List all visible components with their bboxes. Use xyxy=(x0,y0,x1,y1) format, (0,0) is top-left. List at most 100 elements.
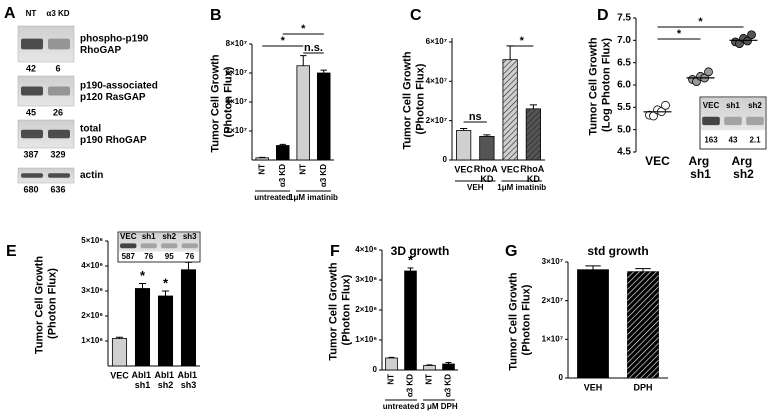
bar xyxy=(404,270,417,371)
blot-value: 45 xyxy=(26,107,36,117)
y-tick-label: 2×10⁷ xyxy=(226,126,247,135)
x-tick-label: RhoA KD xyxy=(474,164,500,184)
inset-band xyxy=(140,243,157,249)
y-tick-label: 0 xyxy=(373,365,378,374)
error-bar xyxy=(161,290,170,296)
x-tick-label: VEC xyxy=(501,164,520,174)
group-label: 3 μM DPH xyxy=(420,402,458,411)
point xyxy=(704,67,713,77)
bar xyxy=(479,135,495,161)
group-label: VEH xyxy=(467,183,484,192)
x-tick-label: α3 KD xyxy=(319,164,328,187)
y-tick-label: 5×10⁶ xyxy=(81,236,103,245)
inset-value: 2.1 xyxy=(749,135,761,144)
blot-value: 680 xyxy=(23,184,38,194)
blot-band xyxy=(48,173,70,178)
blot-band xyxy=(48,38,70,50)
inset-value: 76 xyxy=(185,252,194,261)
y-tick-label: 4×10⁶ xyxy=(81,261,103,270)
annotation: n.s. xyxy=(304,42,323,54)
blot-value: 6 xyxy=(55,63,60,73)
bar xyxy=(157,295,174,367)
group-label: 1μM imatinib xyxy=(289,193,338,202)
annotation: * xyxy=(281,35,286,47)
inset-lane-label: sh2 xyxy=(748,101,762,110)
lane-label: NT xyxy=(26,9,37,18)
error-bar xyxy=(320,69,327,73)
inset-lane-label: sh1 xyxy=(142,232,156,241)
bar xyxy=(255,157,270,161)
panel-label: E xyxy=(6,243,17,260)
blot-value: 329 xyxy=(50,149,65,159)
error-bar xyxy=(279,143,286,146)
panel-label: C xyxy=(410,7,422,24)
bar xyxy=(180,269,197,367)
x-tick-label: Arg sh1 xyxy=(689,154,713,181)
blot-band xyxy=(21,129,43,139)
y-tick-label: 7.0 xyxy=(617,35,631,46)
y-tick-label: 6×10⁷ xyxy=(226,68,247,77)
y-axis-label: Tumor Cell Growth (Photon Flux) xyxy=(33,253,58,354)
blot-band xyxy=(21,86,43,96)
blot-value: 636 xyxy=(50,184,65,194)
bar xyxy=(316,72,331,161)
y-tick-label: 0 xyxy=(443,155,448,164)
y-tick-label: 1×10⁶ xyxy=(81,336,103,345)
x-tick-label: DPH xyxy=(633,382,652,392)
blot-band xyxy=(21,38,43,50)
y-tick-label: 4×10⁷ xyxy=(426,76,447,85)
bar xyxy=(577,269,609,379)
y-tick-label: 6.0 xyxy=(617,80,631,91)
y-tick-label: 2×10⁶ xyxy=(355,305,377,314)
y-tick-label: 6×10⁷ xyxy=(426,37,447,46)
error-bar xyxy=(460,128,468,131)
inset-lane-label: sh3 xyxy=(183,232,197,241)
y-tick-label: 4×10⁷ xyxy=(226,97,247,106)
error-bar xyxy=(184,261,193,270)
bar-hatch xyxy=(502,59,518,161)
y-tick-label: 3×10⁷ xyxy=(542,257,563,266)
x-tick-label: VEH xyxy=(584,382,603,392)
bar-hatch xyxy=(526,108,541,160)
inset-band xyxy=(702,116,720,126)
x-tick-label: α3 KD xyxy=(278,164,287,187)
bar-hatch xyxy=(627,271,659,378)
y-tick-label: 6.5 xyxy=(617,57,631,68)
x-tick-label: VEC xyxy=(454,164,473,174)
inset-band xyxy=(161,243,178,249)
x-tick-label: NT xyxy=(298,164,307,175)
y-tick-label: 5.5 xyxy=(617,102,631,113)
blot-row-label: total p190 RhoGAP xyxy=(80,123,147,146)
inset-band xyxy=(724,116,742,126)
y-axis-label: Tumor Cell Growth (Photon Flux) xyxy=(327,259,352,360)
error-bar xyxy=(388,356,395,358)
y-tick-label: 2×10⁶ xyxy=(81,311,103,320)
inset-value: 163 xyxy=(704,135,718,144)
y-tick-label: 1×10⁷ xyxy=(542,334,563,343)
y-axis-label: Tumor Cell Growth (Log Photon Flux) xyxy=(587,34,612,135)
inset-value: 76 xyxy=(144,252,153,261)
bar xyxy=(423,365,436,371)
x-tick-label: RhoA KD xyxy=(520,164,546,184)
annotation: * xyxy=(163,275,169,290)
bar xyxy=(385,357,398,371)
y-tick-label: 4.5 xyxy=(617,147,631,158)
point xyxy=(743,36,752,46)
annotation: * xyxy=(520,35,525,47)
annotation: * xyxy=(677,28,682,40)
point xyxy=(747,30,756,40)
panel-label: G xyxy=(505,243,517,260)
y-axis-label: Tumor Cell Growth (Photon Flux) xyxy=(507,269,532,370)
x-tick-label: VEC xyxy=(110,370,129,380)
y-tick-label: 7.5 xyxy=(617,13,631,24)
error-bar xyxy=(585,265,601,270)
panel-label: D xyxy=(597,7,609,24)
group-label: untreated xyxy=(383,402,420,411)
inset-lane-label: VEC xyxy=(120,232,137,241)
y-tick-label: 2×10⁷ xyxy=(426,116,447,125)
annotation: ns xyxy=(469,111,482,123)
bar xyxy=(456,130,472,161)
y-axis-label: Tumor Cell Growth (Photon Flux) xyxy=(209,51,234,152)
inset-lane-label: sh2 xyxy=(162,232,176,241)
